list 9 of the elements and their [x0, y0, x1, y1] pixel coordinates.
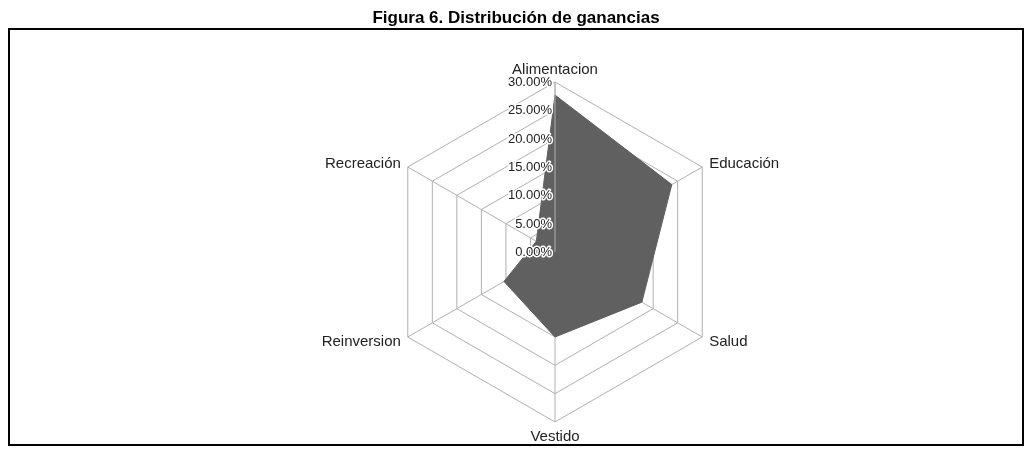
spoke-label: Vestido: [530, 426, 580, 444]
spoke-label: Salud: [709, 332, 748, 350]
y-tick-label: 25.00%: [507, 102, 553, 118]
spoke-label: Alimentacion: [512, 60, 598, 77]
chart-title: Figura 6. Distribución de ganancias: [371, 8, 661, 28]
spoke-label: Educación: [709, 154, 780, 172]
spoke-label: Reinversion: [321, 332, 401, 350]
spoke-label: Recreación: [324, 154, 401, 172]
y-tick-label: 30.00%: [507, 74, 553, 89]
